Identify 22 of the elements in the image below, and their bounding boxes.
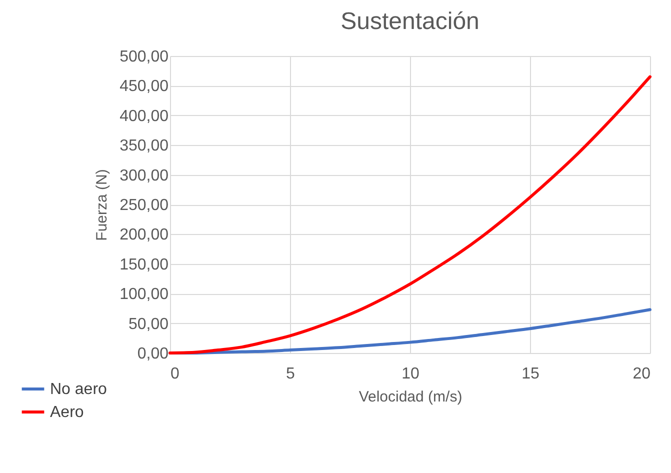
- legend-label: Aero: [50, 404, 84, 421]
- y-tick-label: 250,00: [120, 197, 169, 214]
- x-tick-label: 10: [402, 366, 420, 382]
- y-tick-label: 500,00: [120, 48, 169, 66]
- y-tick-label: 100,00: [120, 286, 169, 304]
- y-tick-label: 450,00: [120, 78, 169, 96]
- x-axis-title: Velocidad (m/s): [358, 388, 462, 406]
- y-tick-label: 50,00: [128, 316, 169, 333]
- legend-label: No aero: [50, 381, 108, 398]
- y-tick-label: 200,00: [120, 226, 169, 244]
- line-series: [168, 75, 652, 354]
- y-tick-label: 150,00: [120, 256, 169, 274]
- y-tick-label: 0,00: [137, 346, 169, 362]
- x-tick-label: 0: [170, 366, 180, 382]
- x-tick-label: 20: [632, 366, 651, 382]
- y-tick-label: 350,00: [120, 138, 169, 155]
- chart-title: Sustentación: [340, 8, 480, 35]
- y-axis-title: Fuerza (N): [94, 169, 111, 241]
- x-tick-label: 15: [522, 366, 540, 382]
- y-tick-label: 400,00: [120, 108, 169, 125]
- x-tick-label: 5: [286, 366, 296, 382]
- y-tick-label: 300,00: [120, 167, 169, 184]
